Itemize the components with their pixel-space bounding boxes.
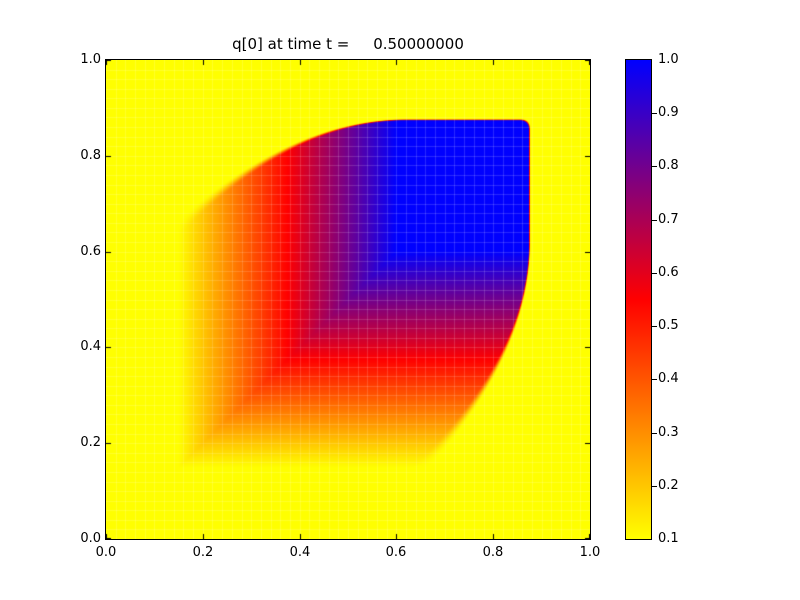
colorbar-tick [652, 220, 657, 221]
colorbar-label-08: 0.8 [658, 158, 679, 173]
colorbar-tick [652, 273, 657, 274]
colorbar-tick [652, 379, 657, 380]
x-tick-label-5: 1.0 [579, 545, 601, 560]
y-tick-label-5: 1.0 [80, 52, 101, 67]
x-tick-label-0: 0.0 [95, 545, 117, 560]
colorbar-label-04: 0.4 [658, 371, 679, 386]
colorbar-tick [652, 433, 657, 434]
colorbar-label-01: 0.1 [658, 531, 679, 546]
x-tick-label-4: 0.8 [482, 545, 504, 560]
colorbar-label-02: 0.2 [658, 478, 679, 493]
y-tick-label-0: 0.0 [80, 531, 101, 546]
colorbar-tick [652, 326, 657, 327]
x-tick-label-2: 0.4 [289, 545, 311, 560]
colorbar-label-07: 0.7 [658, 212, 679, 227]
plot-title: q[0] at time t = 0.50000000 [232, 35, 464, 53]
x-tick-label-1: 0.2 [192, 545, 214, 560]
y-tick-label-1: 0.2 [80, 435, 101, 450]
colorbar-gradient [625, 59, 652, 540]
y-tick-label-4: 0.8 [80, 148, 101, 163]
colorbar-label-03: 0.3 [658, 425, 679, 440]
heatmap-canvas [105, 59, 591, 540]
colorbar-tick [652, 113, 657, 114]
colorbar-label-06: 0.6 [658, 265, 679, 280]
colorbar-tick [652, 486, 657, 487]
colorbar-tick [652, 166, 657, 167]
colorbar-label-09: 0.9 [658, 105, 679, 120]
colorbar-label-10: 1.0 [658, 52, 679, 67]
y-tick-label-3: 0.6 [80, 244, 101, 259]
x-tick-label-3: 0.6 [385, 545, 407, 560]
colorbar-label-05: 0.5 [658, 318, 679, 333]
y-tick-label-2: 0.4 [80, 339, 101, 354]
